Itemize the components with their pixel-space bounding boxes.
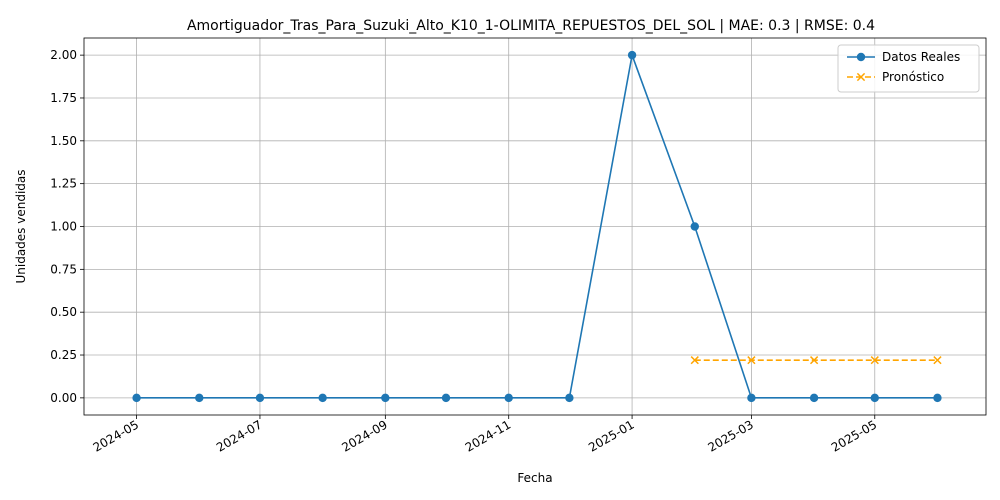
data-point: [870, 393, 879, 403]
legend: Datos Reales Pronóstico: [837, 44, 980, 93]
x-axis-label: Fecha: [517, 471, 552, 485]
data-point: [933, 356, 942, 365]
series-actual: [132, 50, 942, 403]
y-tick-label: 1.25: [50, 177, 77, 191]
grid-lines: [84, 38, 986, 415]
y-tick-label: 1.50: [50, 134, 77, 148]
y-tick-label: 0.00: [50, 391, 77, 405]
data-point: [565, 393, 574, 403]
x-axis: 2024-05 2024-07 2024-09 2024-11 2025-01 2025-…: [91, 415, 879, 455]
x-tick-label: 2025-01: [586, 417, 636, 454]
data-point: [747, 356, 756, 365]
data-point: [318, 393, 327, 403]
data-point: [627, 50, 637, 60]
x-tick-label: 2025-05: [829, 417, 879, 454]
data-point: [690, 222, 699, 231]
series-line: [136, 52, 938, 399]
chart-title: Amortiguador_Tras_Para_Suzuki_Alto_K10_1…: [187, 18, 875, 34]
legend-label: Pronóstico: [882, 70, 944, 84]
data-point: [255, 393, 265, 403]
data-point: [747, 393, 756, 403]
x-tick-label: 2024-05: [91, 417, 141, 454]
legend-marker: [856, 72, 866, 82]
y-axis-label: Unidades vendidas: [14, 169, 28, 283]
y-tick-label: 1.00: [50, 220, 77, 234]
y-tick-label: 2.00: [50, 48, 77, 62]
data-point: [441, 393, 451, 403]
legend-label: Datos Reales: [882, 50, 960, 64]
x-tick-label: 2024-09: [339, 417, 389, 454]
data-point: [504, 393, 513, 403]
y-tick-label: 0.50: [50, 305, 77, 319]
data-point: [809, 356, 819, 365]
x-tick-label: 2024-11: [463, 417, 513, 454]
y-tick-label: 0.75: [50, 262, 77, 276]
data-point: [132, 393, 141, 403]
series-layer: [132, 50, 942, 403]
series-forecast: [690, 356, 942, 365]
y-tick-label: 1.75: [50, 91, 77, 105]
data-point: [870, 356, 879, 365]
legend-marker: [856, 52, 866, 62]
y-axis: 0.00 0.25 0.50 0.75 1.00 1.25 1.50 1.75 2.00: [50, 48, 84, 405]
x-tick-label: 2025-03: [705, 417, 755, 454]
data-point: [809, 393, 819, 403]
data-point: [690, 356, 699, 365]
data-point: [195, 393, 204, 403]
y-tick-label: 0.25: [50, 348, 77, 362]
data-point: [933, 393, 942, 403]
x-tick-label: 2024-07: [214, 417, 264, 454]
data-point: [381, 393, 390, 403]
